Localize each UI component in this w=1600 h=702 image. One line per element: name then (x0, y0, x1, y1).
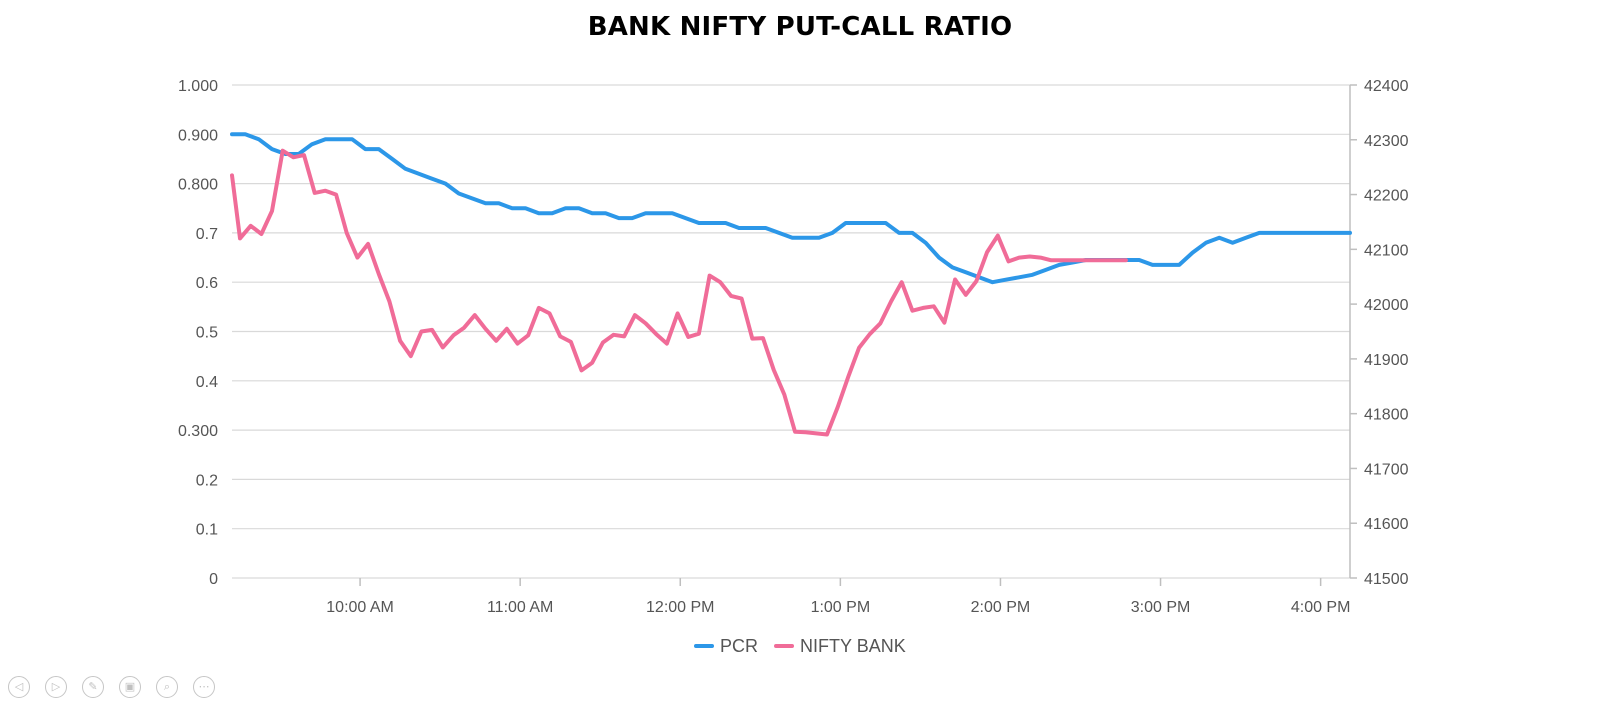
y-right-tick-label: 42300 (1364, 133, 1409, 150)
previous-slide-button[interactable]: ◁ (8, 676, 30, 698)
x-tick-label: 1:00 PM (811, 599, 871, 616)
y-right-tick-label: 42400 (1364, 78, 1409, 95)
see-all-slides-button[interactable]: ▣ (119, 676, 141, 698)
x-tick-label: 11:00 AM (487, 599, 553, 616)
y-right-tick-label: 41800 (1364, 407, 1409, 424)
more-options-button[interactable]: ⋯ (193, 676, 215, 698)
pen-tool-button[interactable]: ✎ (82, 676, 104, 698)
y-right-tick-label: 41600 (1364, 516, 1409, 533)
y-right-tick-label: 42000 (1364, 297, 1409, 314)
y-right-tick-label: 41900 (1364, 352, 1409, 369)
zoom-button[interactable]: ⌕ (156, 676, 178, 698)
series-lines (230, 132, 1352, 437)
series-line-pcr (230, 132, 1352, 285)
y-left-tick-label: 0.4 (196, 374, 218, 391)
chart-title: BANK NIFTY PUT-CALL RATIO (587, 12, 1013, 42)
gridlines (232, 84, 1350, 579)
x-tick-label: 3:00 PM (1131, 599, 1191, 616)
y-right-tick-label: 41700 (1364, 461, 1409, 478)
y-right-tick-label: 42100 (1364, 242, 1409, 259)
y-left-tick-label: 1.000 (178, 78, 218, 95)
y-left-tick-label: 0.300 (178, 423, 218, 440)
y-right-tick-label: 41500 (1364, 571, 1409, 588)
y-left-tick-label: 0.900 (178, 127, 218, 144)
legend: PCR NIFTY BANK (694, 636, 906, 656)
y-left-tick-label: 0 (209, 571, 218, 588)
y-left-tick-label: 0.5 (196, 325, 218, 342)
y-left-tick-label: 0.2 (196, 472, 218, 489)
axes: 0 0.1 0.2 0.300 0.4 0.5 0.6 0.7 0.800 0.900 1.000 4… (178, 78, 1409, 616)
y-right-tick-label: 42200 (1364, 188, 1409, 205)
series-line-nifty-bank (230, 148, 1128, 437)
x-tick-label: 4:00 PM (1291, 599, 1351, 616)
x-tick-label: 2:00 PM (971, 599, 1031, 616)
y-left-tick-label: 0.800 (178, 177, 218, 194)
next-slide-button[interactable]: ▷ (45, 676, 67, 698)
legend-label-nifty-bank: NIFTY BANK (800, 636, 906, 656)
x-tick-label: 12:00 PM (646, 599, 714, 616)
legend-label-pcr: PCR (720, 636, 758, 656)
y-left-tick-label: 0.7 (196, 226, 218, 243)
y-left-tick-label: 0.1 (196, 522, 218, 539)
x-tick-label: 10:00 AM (326, 599, 394, 616)
y-left-tick-label: 0.6 (196, 275, 218, 292)
